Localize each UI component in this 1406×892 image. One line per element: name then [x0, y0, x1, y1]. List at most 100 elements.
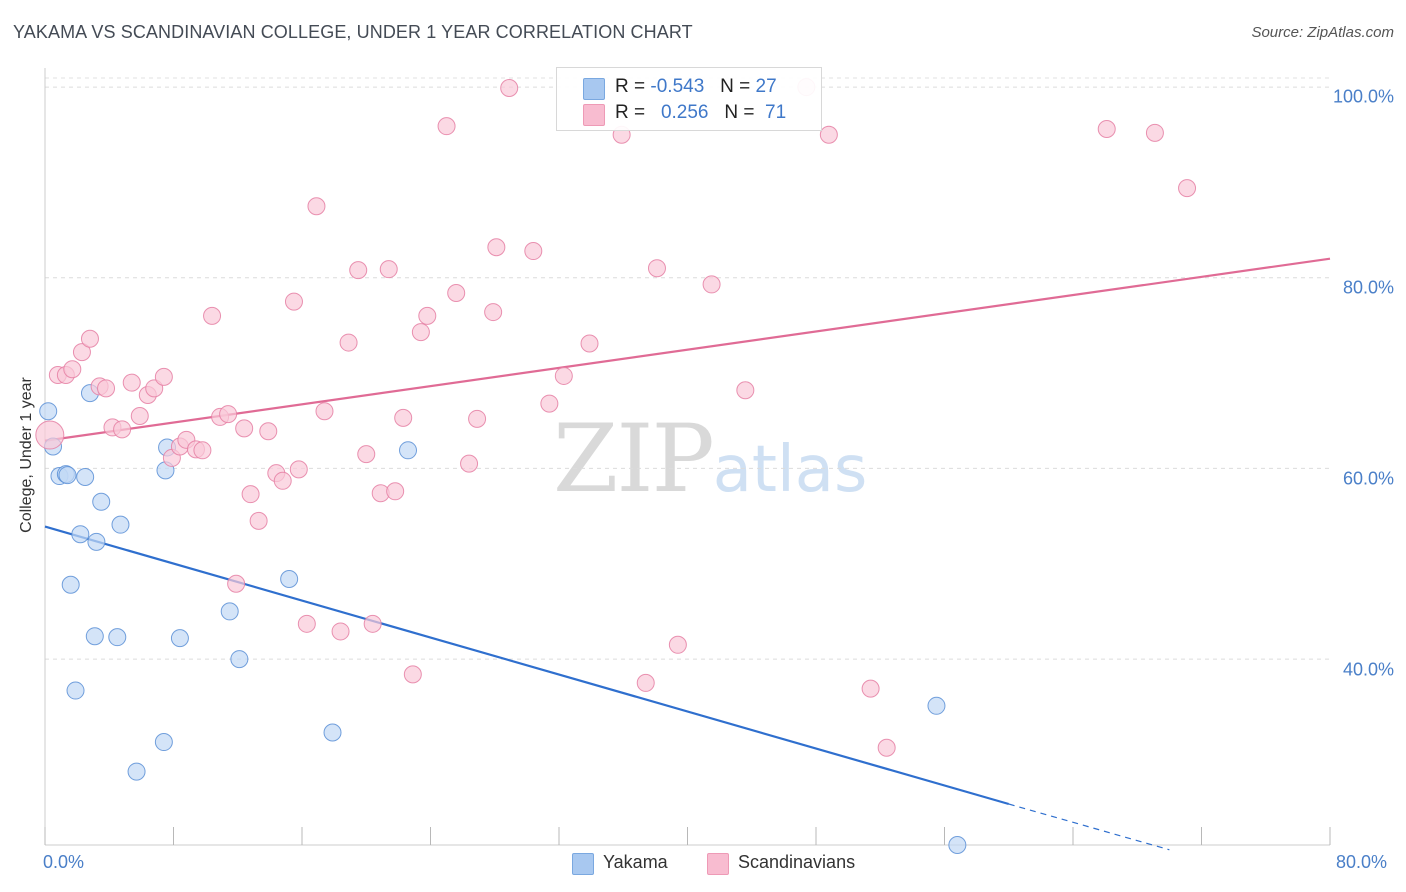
scandinavians-r-label: R = [615, 102, 646, 123]
bottom-yakama-swatch [572, 853, 594, 875]
scandinavians-point-60 [647, 259, 666, 278]
scandinavians-point-45 [411, 323, 430, 342]
scandinavians-point-27 [259, 422, 278, 441]
correlation-legend: R = -0.543 N = 27 R = 0.256 N = 71 [556, 67, 822, 131]
yakama-point-14 [66, 681, 85, 700]
scandinavians-point-34 [315, 402, 334, 421]
yakama-point-13 [108, 628, 127, 647]
yakama-n-label: N = [720, 76, 751, 97]
scandinavians-swatch [583, 104, 605, 126]
scandinavians-point-29 [273, 471, 292, 490]
bottom-scandinavians-swatch [707, 853, 729, 875]
chart-source: Source: ZipAtlas.com [1251, 24, 1394, 41]
scandinavians-point-42 [386, 482, 405, 501]
scandinavians-point-37 [349, 261, 368, 280]
yakama-point-16 [154, 733, 173, 752]
scandinavians-point-3 [63, 360, 82, 379]
yakama-point-4 [58, 466, 77, 485]
yakama-point-26 [948, 836, 967, 854]
y-tick-100: 100.0% [1332, 86, 1394, 107]
scandinavians-point-56 [554, 366, 573, 385]
scandinavians-point-44 [403, 665, 422, 684]
scandinavians-point-70 [1178, 179, 1197, 198]
scandinavians-point-31 [289, 460, 308, 479]
scandinavians-point-38 [357, 445, 376, 464]
yakama-point-19 [170, 629, 189, 648]
scandinavians-point-54 [524, 242, 543, 261]
bottom-scandinavians-label: Scandinavians [738, 852, 856, 872]
yakama-swatch [583, 78, 605, 100]
scandinavians-point-48 [447, 283, 466, 302]
scandinavians-point-61 [668, 635, 687, 654]
yakama-point-12 [85, 627, 104, 646]
yakama-point-22 [280, 570, 299, 589]
y-tick-80: 80.0% [1342, 277, 1394, 298]
watermark-zip: ZIP [553, 405, 715, 514]
yakama-point-24 [399, 441, 418, 460]
bottom-yakama-label: Yakama [603, 852, 668, 872]
scandinavians-point-66 [861, 679, 880, 698]
yakama-point-11 [61, 575, 80, 594]
scandinavians-point-51 [484, 303, 503, 322]
scandinavians-point-62 [702, 275, 721, 294]
yakama-point-0 [39, 402, 58, 421]
yakama-r-label: R = [615, 76, 646, 97]
scandinavians-point-52 [487, 238, 506, 257]
y-tick-40: 40.0% [1342, 659, 1394, 680]
scandinavians-n-value: 71 [765, 102, 787, 123]
scandinavians-point-26 [249, 511, 268, 530]
scandinavians-point-9 [113, 420, 132, 439]
scandinavians-point-24 [235, 419, 254, 438]
scandinavians-point-4 [72, 343, 91, 362]
trend-line-scandinavians [44, 257, 1331, 442]
trend-line-yakama [44, 525, 1010, 806]
yakama-n-value: 27 [755, 76, 777, 97]
scandinavians-point-10 [122, 373, 141, 392]
yakama-r-value: -0.543 [650, 76, 705, 97]
scandinavians-point-14 [154, 367, 173, 386]
scandinavians-point-0 [35, 420, 65, 450]
scandinavians-point-33 [307, 197, 326, 216]
yakama-point-5 [76, 467, 95, 486]
scandinavians-point-47 [437, 117, 456, 136]
scandinavians-point-32 [297, 614, 316, 633]
chart-title: YAKAMA VS SCANDINAVIAN COLLEGE, UNDER 1 … [13, 22, 693, 42]
scandinavians-point-25 [241, 485, 260, 504]
scandinavians-point-49 [460, 454, 479, 473]
scandinavians-point-19 [193, 441, 212, 460]
yakama-point-25 [927, 696, 946, 715]
scandinavians-point-23 [227, 574, 246, 593]
scandinavians-point-68 [1097, 120, 1116, 139]
scandinavians-point-59 [636, 673, 655, 692]
scandinavians-point-50 [468, 409, 487, 428]
scandinavians-point-22 [219, 405, 238, 424]
scandinavians-point-30 [284, 292, 303, 311]
scandinavians-point-63 [736, 381, 755, 400]
scandinavians-point-65 [819, 125, 838, 144]
yakama-point-15 [127, 762, 146, 781]
scandinavians-point-7 [97, 379, 116, 398]
x-tick-min: 0.0% [43, 852, 85, 872]
scandinavians-point-55 [540, 394, 559, 413]
yakama-point-21 [230, 650, 249, 669]
scandinavians-point-46 [418, 306, 437, 325]
yakama-point-8 [71, 525, 90, 544]
yakama-point-10 [111, 515, 130, 534]
scandinavians-point-39 [363, 614, 382, 633]
scandinavians-n-label: N = [724, 102, 755, 123]
scandinavians-point-53 [500, 79, 519, 98]
yakama-point-20 [220, 602, 239, 621]
scandinavians-point-69 [1145, 123, 1164, 142]
yakama-point-7 [92, 492, 111, 511]
scandinavians-point-11 [130, 406, 149, 425]
scandinavians-r-value: 0.256 [660, 102, 709, 123]
trend-extension-yakama [1008, 803, 1170, 851]
scandinavians-point-35 [331, 622, 350, 641]
watermark-atlas: atlas [712, 433, 868, 507]
y-tick-60: 60.0% [1342, 468, 1394, 489]
scandinavians-point-67 [877, 738, 896, 757]
scandinavians-point-41 [379, 260, 398, 279]
scandinavians-point-43 [394, 408, 413, 427]
scandinavians-point-5 [80, 329, 99, 348]
